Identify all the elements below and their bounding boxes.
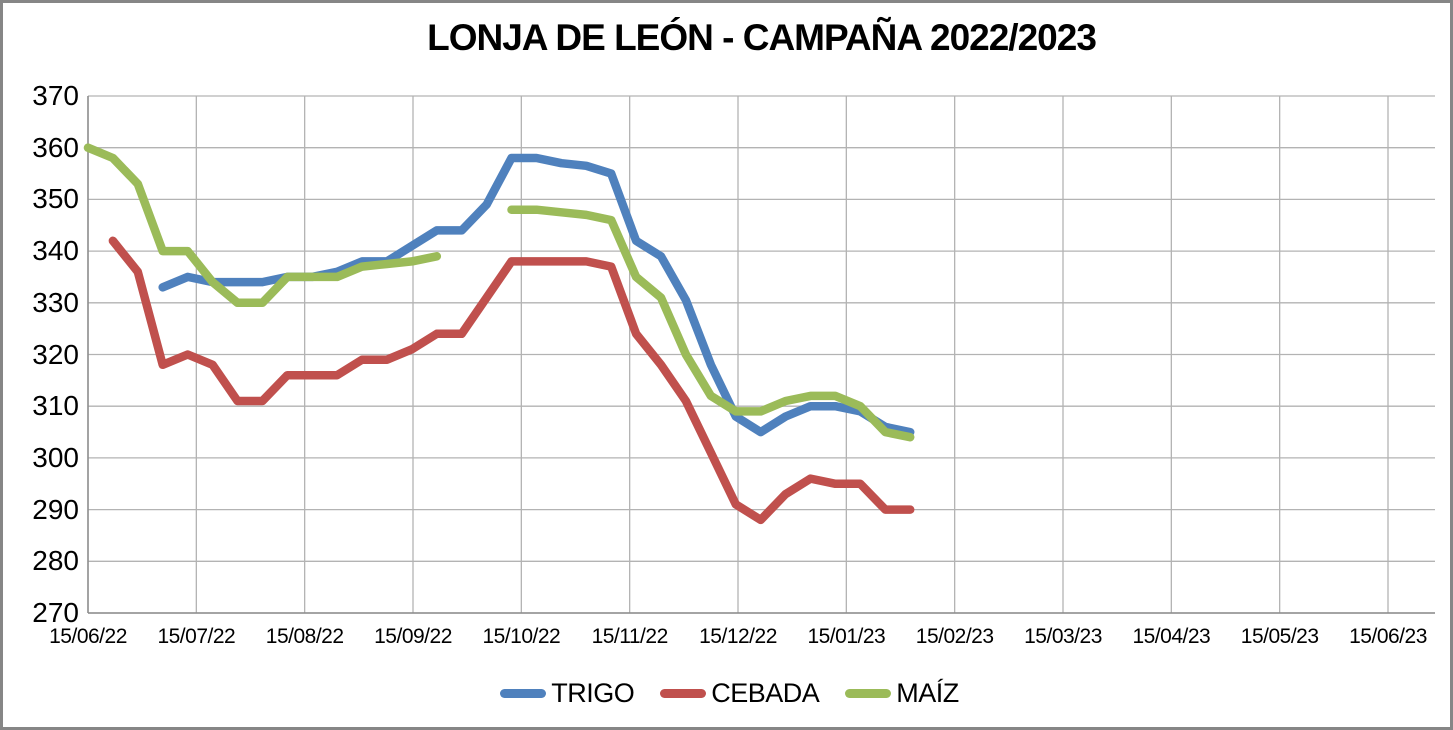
chart-title: LONJA DE LEÓN - CAMPAÑA 2022/2023 xyxy=(427,17,1097,58)
plot-area xyxy=(83,95,1435,614)
x-tick-label: 15/06/22 xyxy=(49,625,127,648)
y-tick-label: 340 xyxy=(32,235,79,267)
x-tick-label: 15/11/22 xyxy=(591,625,669,648)
legend-item-cebada: CEBADA xyxy=(660,678,820,708)
x-tick-label: 15/02/23 xyxy=(915,625,994,648)
x-tick-label: 15/10/22 xyxy=(482,625,561,648)
x-tick-label: 15/09/22 xyxy=(374,625,452,648)
y-tick-label: 290 xyxy=(32,493,79,525)
legend-label: TRIGO xyxy=(551,678,635,708)
series-line-maiz xyxy=(83,143,442,308)
y-tick-label: 270 xyxy=(32,597,79,628)
series-line-cebada xyxy=(108,236,915,525)
x-tick-label: 15/03/23 xyxy=(1024,625,1102,648)
y-tick-label: 280 xyxy=(32,545,79,577)
x-tick-label: 15/06/23 xyxy=(1349,625,1427,648)
x-tick-label: 15/07/22 xyxy=(157,625,236,648)
y-tick-label: 320 xyxy=(32,338,79,370)
y-tick-label: 330 xyxy=(32,286,79,318)
legend-label: CEBADA xyxy=(711,678,820,708)
legend-label: MAÍZ xyxy=(896,678,959,708)
x-tick-label: 15/05/23 xyxy=(1240,625,1319,648)
legend: TRIGO CEBADA MAÍZ xyxy=(3,675,1450,711)
y-tick-label: 300 xyxy=(32,441,79,473)
legend-item-trigo: TRIGO xyxy=(500,678,635,708)
y-tick-label: 360 xyxy=(32,131,79,163)
x-tick-label: 15/12/22 xyxy=(699,625,777,648)
legend-swatch xyxy=(845,688,892,698)
y-tick-label: 310 xyxy=(32,390,79,422)
x-tick-label: 15/01/23 xyxy=(807,625,886,648)
y-tick-label: 370 xyxy=(32,80,79,111)
legend-swatch xyxy=(500,688,547,698)
legend-item-maiz: MAÍZ xyxy=(845,678,959,708)
y-tick-label: 350 xyxy=(32,183,79,215)
legend-swatch xyxy=(660,688,707,698)
x-tick-label: 15/08/22 xyxy=(265,625,344,648)
series-line-maiz xyxy=(507,205,915,442)
x-tick-label: 15/04/23 xyxy=(1132,625,1211,648)
